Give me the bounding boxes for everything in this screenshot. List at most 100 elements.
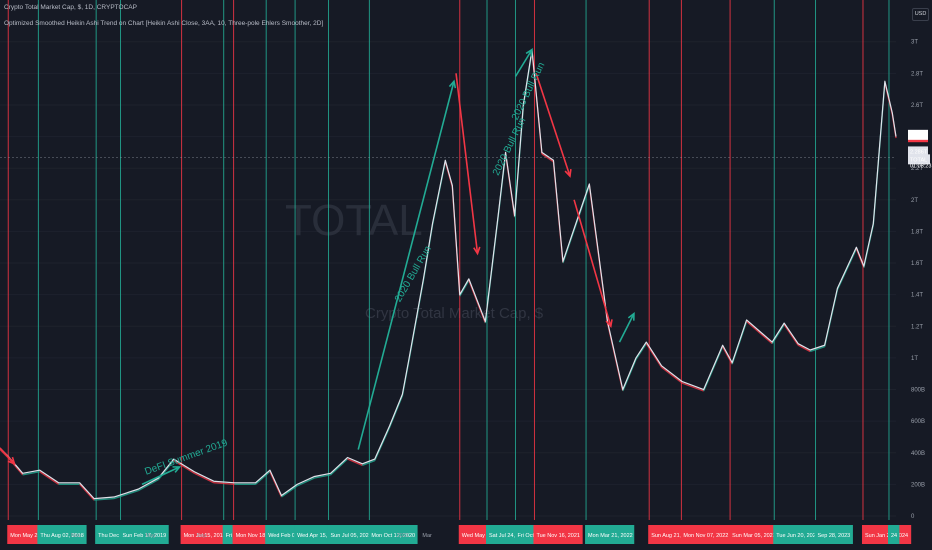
trend-segment	[783, 324, 799, 346]
watermark-symbol: TOTAL	[285, 196, 423, 245]
signal-label: Wed Feb 05, 2020	[268, 533, 313, 539]
signal-label: Mon Mar 21, 2022	[588, 533, 633, 539]
indicator-title: Optimized Smoothed Heikin Ashi Trend on …	[4, 20, 324, 27]
time-tick-label: Sep	[197, 533, 207, 539]
signal-label-bg	[814, 525, 853, 544]
signal-label-bg	[37, 525, 87, 544]
trend-segment	[94, 497, 114, 501]
price-tick-label: 200B	[911, 482, 925, 488]
signal-label-bg	[119, 525, 169, 544]
currency-button[interactable]: USD	[912, 8, 929, 21]
trend-segment	[213, 482, 235, 485]
trend-segment	[173, 459, 195, 474]
trend-segment	[137, 478, 159, 492]
price-tick-label: 2T	[911, 198, 918, 204]
trend-segment	[374, 427, 391, 461]
signal-label: Sun Jan 21, 2024	[865, 533, 908, 539]
trend-segment	[79, 483, 95, 501]
trend-segment	[645, 343, 663, 368]
price-series	[0, 49, 897, 501]
bull-arrow	[514, 49, 533, 77]
trend-segment	[797, 344, 811, 353]
trend-segment	[541, 153, 554, 163]
signal-label: Sun Feb 17, 2019	[123, 533, 167, 539]
trend-segment	[661, 366, 683, 384]
signal-label: Sun Mar 05, 2023	[732, 533, 776, 539]
price-tick-label: 3T	[911, 40, 918, 46]
trend-segment	[809, 346, 825, 353]
trend-segment	[314, 474, 331, 479]
trend-segment	[39, 471, 59, 485]
signal-label: Sat Jul 24, 2021	[489, 533, 529, 539]
trend-segment	[347, 458, 363, 466]
signal-label-bg	[729, 525, 779, 544]
price-tick-label: 600B	[911, 419, 925, 425]
price-tick-label: 1.6T	[911, 261, 923, 267]
time-tick-label: Nov	[71, 533, 81, 539]
bear-arrow	[535, 73, 571, 177]
bull-arrow-head	[448, 79, 457, 89]
signal-label-bg	[680, 525, 730, 544]
trend-segment	[296, 477, 315, 487]
time-tick-label: May	[145, 533, 156, 539]
price-tick-label: 1.2T	[911, 324, 923, 330]
bear-arrow	[0, 447, 16, 465]
trend-segment	[269, 471, 283, 498]
trend-segment	[836, 248, 858, 291]
price-tick-label: 0	[911, 514, 915, 520]
watermark-name: Crypto Total Market Cap, $	[365, 305, 544, 322]
trend-segment	[362, 459, 375, 466]
signal-label: Mon Jul 15, 2019	[184, 533, 226, 539]
trend-segment	[635, 343, 647, 360]
trend-segment	[771, 324, 785, 344]
time-tick-label: Mar	[422, 533, 432, 539]
trend-segment	[22, 470, 40, 476]
signal-label-bg	[887, 525, 900, 544]
trend-segment	[722, 346, 733, 365]
signal-label: Sun Jul 05, 2020	[331, 533, 372, 539]
bull-arrow-head	[627, 311, 635, 321]
price-axis[interactable]: 3T2.8T2.6T2.4T2.2T2T1.8T1.6T1.4T1.2T1T80…	[908, 40, 931, 520]
high-price-tag-bg	[908, 129, 928, 140]
signal-label: Wed May 19, 2021	[462, 533, 508, 539]
signal-lines	[7, 0, 890, 520]
price-tick-label: 2.6T	[911, 103, 923, 109]
bear-arrow	[573, 199, 612, 327]
countdown: 01:08:23	[910, 164, 931, 170]
trend-segment	[113, 489, 139, 500]
symbol-tag: TOTAL	[910, 157, 927, 163]
bear-arrow-head	[7, 456, 16, 466]
signal-label: Mon May 21, 2018	[10, 533, 56, 539]
signal-label: Thu Aug 02, 2018	[40, 533, 83, 539]
trend-segment	[746, 320, 773, 345]
bull-arrow	[357, 81, 455, 450]
bull-arrow-head	[525, 48, 533, 57]
signal-label-bg	[585, 525, 635, 544]
signal-label-bg	[368, 525, 418, 544]
price-tick-label: 2.2T	[911, 166, 923, 172]
price-tick-label: 1.4T	[911, 293, 923, 299]
signal-label: Wed Apr 15, 2020	[297, 533, 341, 539]
trend-segment	[255, 471, 271, 485]
chart-title: Crypto Total Market Cap, $, 1D, CRYPTOCA…	[4, 4, 137, 11]
current-price-tag-bg	[908, 146, 928, 157]
price-tick-label: 2.8T	[911, 71, 923, 77]
trend-segment	[681, 382, 704, 392]
watermark: TOTAL Crypto Total Market Cap, $	[285, 196, 544, 322]
price-tick-label: 1T	[911, 356, 918, 362]
signal-label: Sun Aug 21, 2022	[651, 533, 695, 539]
signal-label: Mon Oct 12, 2020	[371, 533, 415, 539]
signal-label: Mon Nov 07, 2022	[683, 533, 728, 539]
bull-arrow-head	[172, 466, 182, 473]
signal-label: Sep 28, 2023	[818, 533, 851, 539]
trend-segment	[194, 472, 215, 484]
signal-label-bg	[327, 525, 377, 544]
signal-label-bg	[180, 525, 230, 544]
bear-arrow-head	[605, 319, 613, 329]
bear-arrow	[455, 73, 479, 254]
trend-segment	[281, 485, 298, 498]
signal-label-bg	[773, 525, 823, 544]
signal-label-bg	[533, 525, 583, 544]
